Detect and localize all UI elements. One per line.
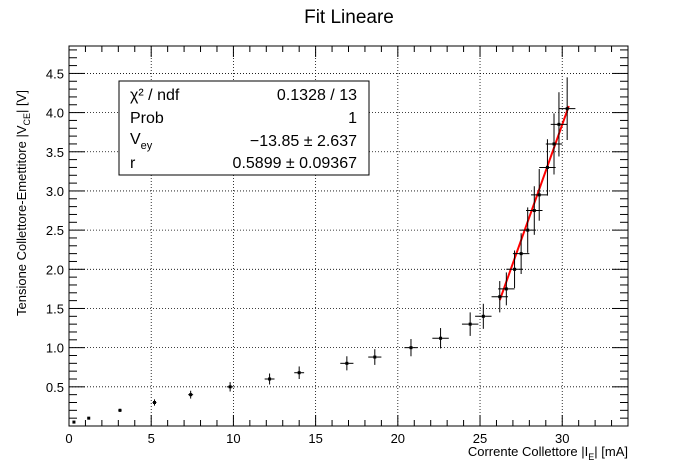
point-marker (409, 346, 413, 350)
data-point (432, 328, 449, 349)
point-marker (504, 287, 508, 291)
point-marker (72, 420, 76, 424)
stats-value-chi2: 0.1328 / 13 (277, 87, 357, 104)
point-marker (526, 228, 530, 232)
point-marker (345, 361, 349, 365)
data-point (152, 399, 157, 406)
data-point (539, 139, 556, 196)
point-marker (297, 371, 301, 375)
stats-box: χ² / ndf 0.1328 / 13 Prob 1 Vey −13.85 ±… (118, 80, 370, 176)
stats-value-prob: 1 (348, 110, 357, 127)
data-point (72, 420, 76, 424)
data-point (368, 349, 382, 365)
stats-value-vey: −13.85 ± 2.637 (250, 133, 357, 150)
data-point (87, 416, 91, 420)
y-tick-label: 1.5 (46, 301, 64, 316)
chart-title: Fit Lineare (304, 7, 394, 28)
point-marker (228, 385, 232, 389)
stats-label-vey: Vey (130, 131, 153, 152)
point-marker (557, 122, 561, 126)
point-marker (439, 336, 443, 340)
data-point (491, 281, 508, 313)
data-point (550, 92, 568, 157)
y-axis-label-sub: CE (22, 113, 32, 126)
axis-ticks (68, 46, 629, 426)
x-tick-label: 20 (391, 431, 405, 446)
data-point (404, 339, 418, 357)
data-point (526, 186, 543, 235)
y-tick-labels: 0.5 1.0 1.5 2.0 2.5 3.0 3.5 4.0 4.5 (46, 66, 64, 394)
y-axis-label-unit: | [V] (14, 90, 29, 113)
y-axis-label: Tensione Collettore-Emettitore |VCE| [V] (14, 90, 32, 316)
data-point (188, 390, 194, 399)
point-marker (537, 193, 541, 197)
point-marker (118, 408, 122, 412)
x-tick-label: 5 (148, 431, 155, 446)
data-point (294, 366, 305, 379)
x-tick-label: 25 (473, 431, 487, 446)
y-tick-label: 4.0 (46, 106, 64, 121)
x-axis-label: Corrente Collettore |IE| [mA] (468, 444, 628, 462)
data-points (72, 77, 576, 424)
stats-label-r: r (130, 155, 136, 172)
stats-box-frame (118, 80, 370, 176)
stats-label-chi2: χ² / ndf (130, 87, 180, 104)
point-marker (532, 209, 536, 213)
data-point (264, 373, 275, 385)
point-marker (189, 393, 193, 397)
y-tick-label: 1.0 (46, 341, 64, 356)
point-marker (87, 416, 91, 420)
data-point (519, 207, 536, 253)
point-marker (152, 400, 156, 404)
y-tick-label: 3.0 (46, 184, 64, 199)
y-tick-label: 3.5 (46, 145, 64, 160)
data-point (498, 272, 515, 306)
point-marker (468, 322, 472, 326)
x-tick-label: 15 (308, 431, 322, 446)
point-marker (373, 355, 377, 359)
point-marker (565, 107, 569, 111)
data-point (461, 312, 479, 336)
data-point (558, 77, 576, 141)
x-tick-label: 10 (226, 431, 240, 446)
data-point (545, 113, 563, 175)
data-point (118, 408, 122, 412)
x-axis-label-unit: | [mA] (594, 444, 628, 459)
data-point (340, 356, 354, 371)
point-marker (481, 314, 485, 318)
x-axis-label-sub: E (588, 452, 594, 462)
data-point (226, 382, 234, 392)
y-tick-label: 0.5 (46, 380, 64, 395)
point-marker (268, 377, 272, 381)
x-tick-label: 30 (555, 431, 569, 446)
data-point (530, 169, 548, 221)
data-point (475, 303, 492, 329)
data-point (506, 250, 523, 289)
stats-label-vey-sub: ey (141, 140, 153, 152)
x-tick-labels: 0 5 10 15 20 25 30 (65, 431, 569, 446)
y-tick-label: 2.0 (46, 262, 64, 277)
stats-value-r: 0.5899 ± 0.09367 (233, 155, 358, 172)
y-tick-label: 4.5 (46, 66, 64, 81)
x-axis-label-main: Corrente Collettore |I (468, 444, 588, 459)
point-marker (498, 295, 502, 299)
point-marker (519, 252, 523, 256)
data-point (512, 233, 530, 274)
x-tick-label: 0 (65, 431, 72, 446)
stats-label-prob: Prob (130, 110, 164, 127)
y-axis-label-main: Tensione Collettore-Emettitore |V (14, 125, 29, 316)
point-marker (545, 165, 549, 169)
y-tick-label: 2.5 (46, 223, 64, 238)
stats-label-vey-main: V (130, 131, 141, 148)
point-marker (552, 142, 556, 146)
point-marker (513, 267, 517, 271)
